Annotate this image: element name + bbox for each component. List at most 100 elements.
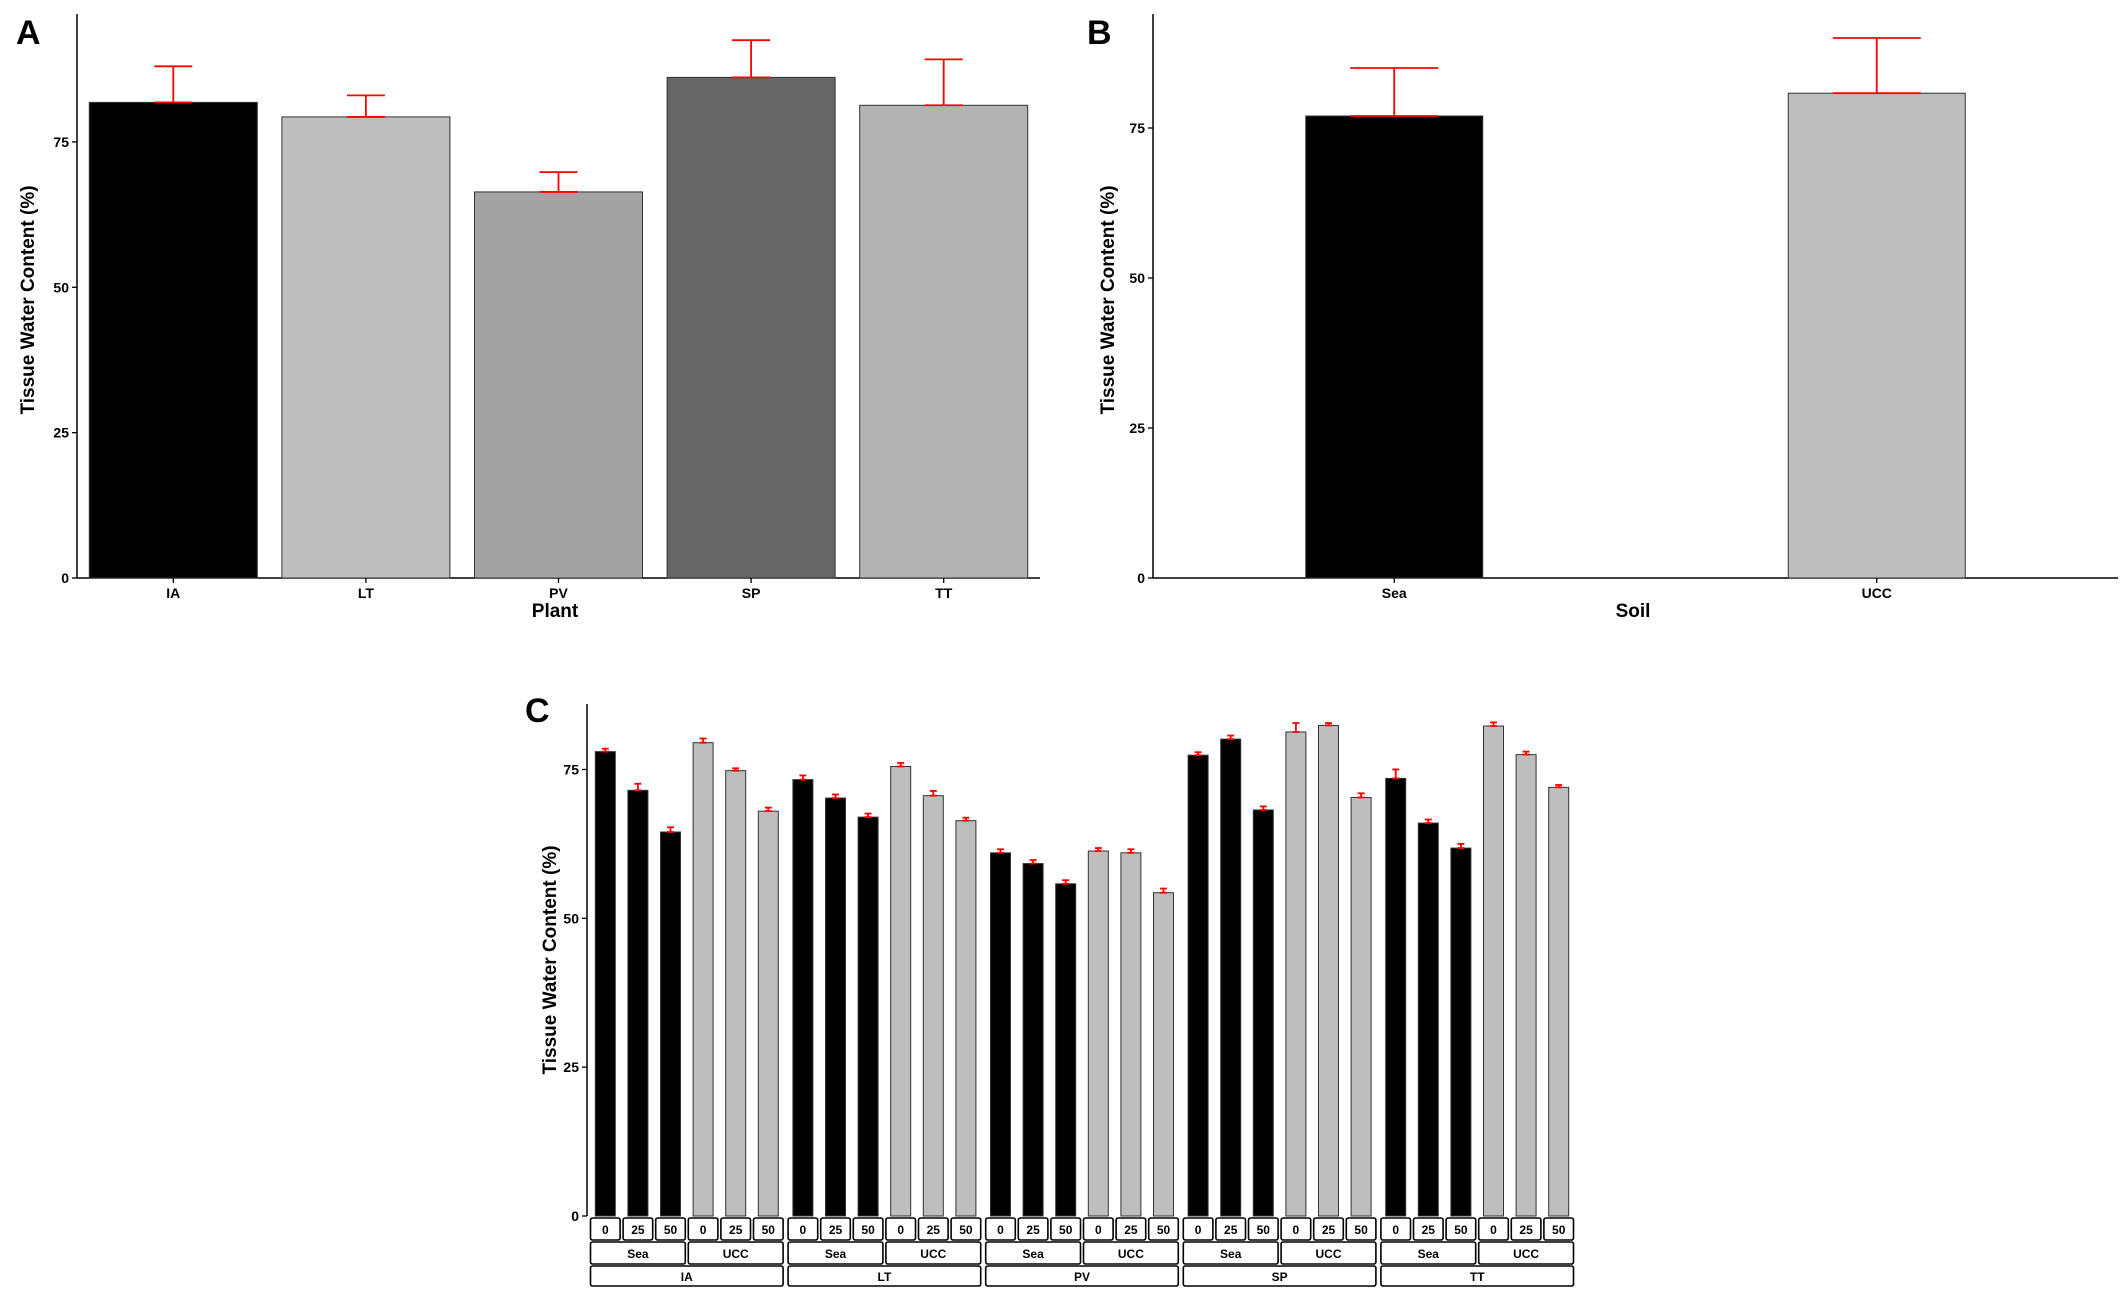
panel-b-y-tick-label: 25 (1129, 420, 1145, 436)
panel-a-x-title: Plant (532, 601, 579, 622)
panel-c-soil-label: UCC (920, 1247, 946, 1261)
panel-b-x-tick-label: UCC (1862, 585, 1892, 601)
panel-c-plant-label: LT (878, 1270, 892, 1284)
panel-c-bar (627, 789, 649, 1217)
panel-c-level-label: 0 (1195, 1223, 1202, 1237)
panel-b-y-tick-label: 50 (1129, 270, 1145, 286)
panel-c-bar (1417, 822, 1439, 1217)
panel-c-level-strip (1477, 1217, 1510, 1241)
panel-c-bar (725, 770, 747, 1217)
panel-c-y-tick-label: 50 (563, 910, 579, 926)
panel-c-bar (1385, 777, 1407, 1217)
panel-c-bar (1220, 738, 1242, 1217)
panel-c-plant-label: SP (1272, 1270, 1288, 1284)
panel-c-level-strip (1510, 1217, 1542, 1241)
panel-c-bar (792, 779, 814, 1217)
panel-c-level-strip (622, 1217, 654, 1241)
panel-c-bar (1252, 809, 1274, 1217)
panel-c-level-strip (1082, 1217, 1114, 1241)
panel-c-level-label: 25 (927, 1223, 941, 1237)
panel-c-bar (692, 742, 714, 1217)
panel-c-bar (857, 816, 879, 1217)
panel-a-x-tick-label: IA (166, 585, 180, 601)
panel-c-level-strip (1445, 1217, 1477, 1241)
panel-a-y-tick-label: 50 (53, 279, 69, 295)
panel-c-level-label: 50 (1257, 1223, 1271, 1237)
panel-c-level-label: 0 (602, 1223, 609, 1237)
panel-c-level-strip (1050, 1217, 1082, 1241)
panel-c-plant-strip (1182, 1265, 1377, 1287)
panel-a-bar (88, 101, 258, 579)
panel-c-y-title: Tissue Water Content (%) (540, 845, 561, 1074)
panel-c-level-strip (1280, 1217, 1312, 1241)
panel-c-level-strip (984, 1217, 1017, 1241)
panel-c-level-label: 25 (1322, 1223, 1336, 1237)
panel-c-soil-label: Sea (1418, 1247, 1440, 1261)
panel-c-bar (1120, 852, 1142, 1217)
panel-c-level-strip (687, 1217, 719, 1241)
panel-c-level-strip (1312, 1217, 1345, 1241)
panel-c-soil-label: UCC (1118, 1247, 1144, 1261)
panel-c-plant-label: IA (681, 1270, 693, 1284)
panel-a-bar (474, 191, 643, 579)
panel-c-bar (990, 852, 1011, 1217)
panel-c-level-label: 50 (1354, 1223, 1368, 1237)
panel-c-soil-label: Sea (825, 1247, 847, 1261)
panel-c-bar (922, 795, 944, 1217)
panel-c-soil-strip (1477, 1241, 1575, 1265)
panel-c-level-label: 0 (700, 1223, 707, 1237)
panel-c-level-strip (1247, 1217, 1279, 1241)
panel-c-level-label: 25 (631, 1223, 645, 1237)
panel-c-bar (1483, 725, 1504, 1217)
panel-c-level-strip (1147, 1217, 1180, 1241)
panel-c-soil-strip (1182, 1241, 1279, 1265)
panel-a-x-tick-label: SP (742, 585, 761, 601)
panel-c-level-label: 0 (997, 1223, 1004, 1237)
panel-c-level-strip (950, 1217, 982, 1241)
panel-b-label: B (1087, 14, 1112, 52)
panel-c-level-strip (1115, 1217, 1147, 1241)
panel-c-y-tick-label: 75 (563, 761, 579, 777)
panel-c-level-label: 50 (1157, 1223, 1171, 1237)
panel-c-level-strip (885, 1217, 917, 1241)
panel-c-soil-strip (1082, 1241, 1180, 1265)
panel-c-bar (890, 766, 912, 1217)
panel-a-y-tick-label: 75 (53, 134, 69, 150)
panel-a-y-title: Tissue Water Content (%) (18, 185, 39, 414)
panel-c-soil-label: Sea (627, 1247, 649, 1261)
panel-b-x-tick-label: Sea (1382, 585, 1407, 601)
panel-b-bar (1787, 92, 1966, 579)
panel-a-x-tick-label: PV (549, 585, 568, 601)
panel-c-bar (1515, 754, 1537, 1217)
panel-a-y-tick-label: 25 (53, 425, 69, 441)
panel-c-level-label: 25 (1026, 1223, 1040, 1237)
panel-b: B Soil Tissue Water Content (%) 0 25 50 75 S… (1087, 14, 2118, 622)
panel-c-level-strip (1345, 1217, 1377, 1241)
panel-c-soil-strip (1280, 1241, 1377, 1265)
panel-c-level-label: 50 (959, 1223, 973, 1237)
panel-a-bar (666, 76, 836, 579)
panel-c-level-label: 0 (1392, 1223, 1399, 1237)
panel-a-label: A (16, 14, 41, 52)
panel-c-bar (1022, 863, 1044, 1217)
panel-c-bar (1285, 731, 1307, 1217)
panel-c-level-label: 50 (1552, 1223, 1566, 1237)
panel-b-bar (1305, 115, 1484, 579)
panel-b-y-tick-label: 0 (1137, 570, 1145, 586)
panel-c-level-label: 25 (829, 1223, 843, 1237)
panel-c-bar (1055, 883, 1077, 1217)
panel-c-soil-label: UCC (723, 1247, 749, 1261)
panel-c-level-label: 50 (664, 1223, 678, 1237)
panel-c: C Tissue Water Content (%) 0 25 50 75 0 25 50 S… (525, 692, 1575, 1287)
panel-c-level-label: 0 (897, 1223, 904, 1237)
panel-c-level-strip (1412, 1217, 1444, 1241)
panel-c-bar (955, 820, 977, 1217)
panel-c-level-label: 50 (861, 1223, 875, 1237)
panel-a-y-tick-label: 0 (61, 570, 69, 586)
panel-c-bar (1450, 847, 1472, 1217)
panel-c-label: C (525, 692, 550, 730)
panel-c-level-label: 25 (1422, 1223, 1436, 1237)
panel-c-soil-strip (885, 1241, 982, 1265)
panel-a: A Plant Tissue Water Content (%) 0 25 50 75… (16, 14, 1040, 622)
panel-c-level-label: 0 (1095, 1223, 1102, 1237)
